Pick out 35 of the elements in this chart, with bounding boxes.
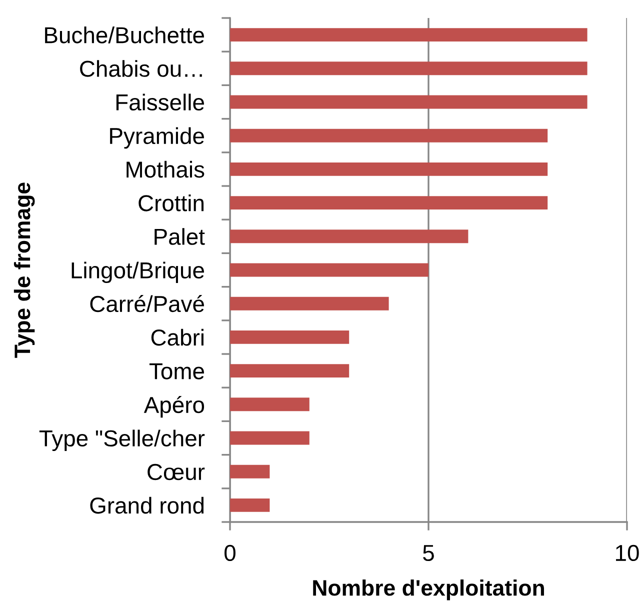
bar xyxy=(230,162,548,176)
bar xyxy=(230,128,548,142)
y-tick-label: Chabis ou… xyxy=(80,60,202,77)
y-tick-label: Palet xyxy=(154,228,205,245)
y-tick-label: Lingot/Brique xyxy=(72,262,204,284)
y-tick-label: Faisselle xyxy=(116,94,204,111)
bar xyxy=(230,28,588,42)
bar xyxy=(230,364,350,378)
bar xyxy=(230,464,270,478)
y-tick-label: Cabri xyxy=(151,328,204,346)
x-tick-label: 10 xyxy=(616,544,639,562)
x-axis-title: Nombre d'exploitation xyxy=(313,579,544,600)
bar xyxy=(230,296,389,310)
bar xyxy=(230,330,350,344)
y-tick-label: Mothais xyxy=(126,160,204,178)
x-tick-label: 0 xyxy=(224,544,236,562)
y-tick-label: Carré/Pavé xyxy=(90,295,204,312)
y-tick-label: Cœur xyxy=(148,464,205,480)
y-tick-label: Pyramide xyxy=(110,127,204,149)
bar xyxy=(230,498,270,512)
bar xyxy=(230,263,428,277)
x-tick-label: 5 xyxy=(423,545,434,562)
y-tick-label: Apéro xyxy=(144,396,204,418)
y-tick-label: Tome xyxy=(149,363,204,380)
y-tick-label: Type "Selle/cher xyxy=(39,430,205,452)
bar xyxy=(230,95,588,109)
bar xyxy=(230,230,468,244)
y-tick-label: Crottin xyxy=(138,194,204,212)
y-tick-label: Buche/Buchette xyxy=(45,26,204,44)
bar xyxy=(230,431,310,445)
y-axis-title: Type de fromage xyxy=(14,182,35,358)
bar xyxy=(230,62,588,76)
bar xyxy=(230,398,310,412)
y-tick-label: Grand rond xyxy=(90,496,204,514)
bar xyxy=(230,196,548,210)
